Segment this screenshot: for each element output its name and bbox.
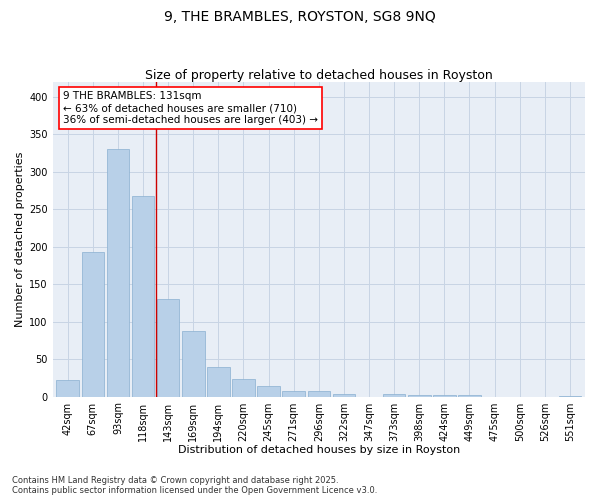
Bar: [458, 395, 481, 396]
Bar: [56, 380, 79, 396]
Bar: [82, 252, 104, 396]
Bar: [383, 394, 406, 396]
X-axis label: Distribution of detached houses by size in Royston: Distribution of detached houses by size …: [178, 445, 460, 455]
Bar: [232, 378, 255, 396]
Y-axis label: Number of detached properties: Number of detached properties: [15, 152, 25, 327]
Bar: [408, 395, 431, 396]
Bar: [107, 150, 129, 396]
Bar: [433, 395, 455, 396]
Bar: [207, 368, 230, 396]
Bar: [157, 299, 179, 396]
Bar: [257, 386, 280, 396]
Title: Size of property relative to detached houses in Royston: Size of property relative to detached ho…: [145, 69, 493, 82]
Bar: [283, 392, 305, 396]
Bar: [332, 394, 355, 396]
Bar: [308, 392, 330, 396]
Bar: [182, 332, 205, 396]
Text: 9 THE BRAMBLES: 131sqm
← 63% of detached houses are smaller (710)
36% of semi-de: 9 THE BRAMBLES: 131sqm ← 63% of detached…: [63, 92, 318, 124]
Text: 9, THE BRAMBLES, ROYSTON, SG8 9NQ: 9, THE BRAMBLES, ROYSTON, SG8 9NQ: [164, 10, 436, 24]
Bar: [132, 196, 154, 396]
Text: Contains HM Land Registry data © Crown copyright and database right 2025.
Contai: Contains HM Land Registry data © Crown c…: [12, 476, 377, 495]
